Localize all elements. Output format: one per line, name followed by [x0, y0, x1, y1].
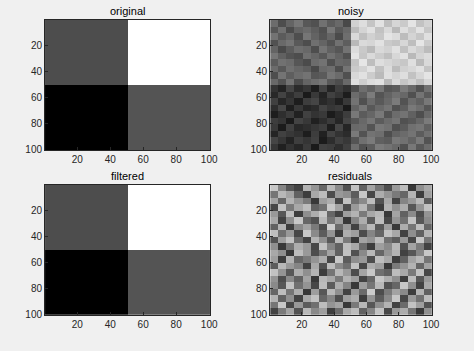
svg-text:40: 40 — [328, 319, 340, 330]
svg-text:80: 80 — [171, 319, 183, 330]
svg-text:60: 60 — [138, 154, 150, 165]
svg-text:40: 40 — [256, 231, 268, 242]
svg-text:80: 80 — [393, 154, 405, 165]
svg-text:20: 20 — [31, 205, 43, 216]
svg-text:20: 20 — [256, 40, 268, 51]
svg-text:100: 100 — [250, 144, 267, 155]
svg-text:residuals: residuals — [328, 170, 373, 182]
svg-text:40: 40 — [105, 319, 117, 330]
svg-text:60: 60 — [256, 257, 268, 268]
svg-text:100: 100 — [250, 309, 267, 320]
svg-text:20: 20 — [72, 319, 84, 330]
svg-text:80: 80 — [31, 118, 43, 129]
svg-text:80: 80 — [256, 118, 268, 129]
svg-text:100: 100 — [201, 154, 218, 165]
svg-text:60: 60 — [138, 319, 150, 330]
svg-text:filtered: filtered — [111, 170, 144, 182]
svg-text:100: 100 — [423, 319, 440, 330]
svg-text:100: 100 — [25, 144, 42, 155]
svg-text:40: 40 — [105, 154, 117, 165]
svg-text:100: 100 — [25, 309, 42, 320]
svg-text:20: 20 — [296, 319, 308, 330]
svg-text:100: 100 — [201, 319, 218, 330]
svg-text:100: 100 — [423, 154, 440, 165]
svg-text:40: 40 — [328, 154, 340, 165]
svg-text:80: 80 — [393, 319, 405, 330]
svg-text:40: 40 — [31, 66, 43, 77]
svg-text:60: 60 — [361, 154, 373, 165]
svg-text:60: 60 — [256, 92, 268, 103]
svg-text:60: 60 — [361, 319, 373, 330]
svg-text:80: 80 — [171, 154, 183, 165]
svg-text:60: 60 — [31, 257, 43, 268]
svg-text:20: 20 — [296, 154, 308, 165]
svg-text:20: 20 — [31, 40, 43, 51]
svg-text:60: 60 — [31, 92, 43, 103]
svg-text:80: 80 — [256, 283, 268, 294]
svg-text:40: 40 — [256, 66, 268, 77]
svg-text:20: 20 — [72, 154, 84, 165]
svg-text:noisy: noisy — [338, 5, 364, 17]
svg-text:80: 80 — [31, 283, 43, 294]
svg-text:20: 20 — [256, 205, 268, 216]
svg-text:original: original — [110, 5, 145, 17]
svg-text:40: 40 — [31, 231, 43, 242]
